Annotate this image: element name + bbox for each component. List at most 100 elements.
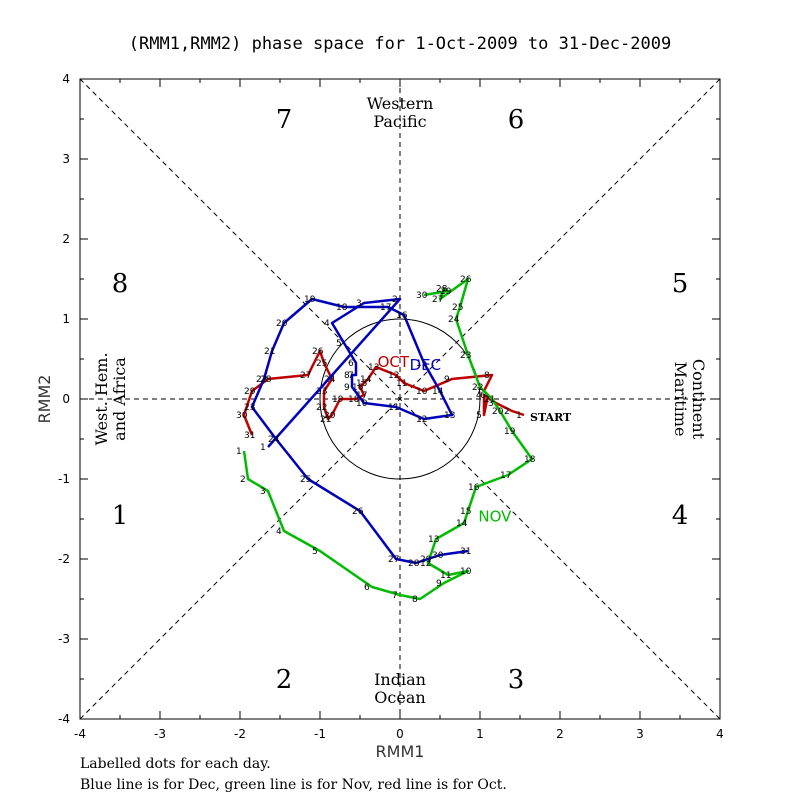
day-label: 12 [388, 371, 399, 381]
y-tick-label: 3 [62, 152, 70, 166]
day-label: 23 [316, 387, 327, 397]
day-label: 23 [244, 403, 255, 413]
x-tick-label: -1 [314, 727, 326, 741]
day-label: 21 [320, 415, 331, 425]
y-tick-label: 0 [62, 392, 70, 406]
day-label: 20 [324, 411, 336, 421]
y-tick-labels: -4 -3 -2 -1 0 1 2 3 4 [58, 72, 70, 726]
footer-line-2: Blue line is for Dec, green line is for … [80, 777, 507, 793]
day-label: 28 [408, 559, 420, 569]
day-label: 10 [416, 387, 428, 397]
region-left-line2: and Africa [110, 357, 129, 441]
day-label: 31 [460, 547, 471, 557]
day-label: 1 [260, 443, 266, 453]
day-label: 10 [460, 567, 472, 577]
day-label: 19 [332, 395, 344, 405]
day-label: 14 [360, 375, 372, 385]
day-label: 28 [260, 375, 272, 385]
day-label: 13 [444, 411, 455, 421]
series-line-dec [250, 297, 469, 565]
day-label: 17 [380, 303, 391, 313]
day-label: 18 [524, 455, 536, 465]
day-label: 18 [336, 303, 348, 313]
day-label: 27 [388, 555, 399, 565]
day-label: 25 [452, 303, 463, 313]
region-left-line1: West. Hem. [92, 352, 111, 445]
day-label: 17 [500, 471, 511, 481]
phase-number-8: 8 [112, 269, 129, 299]
day-label: 9 [344, 383, 350, 393]
day-label: 26 [352, 507, 364, 517]
day-label: 18 [348, 395, 360, 405]
diagonal-line-2 [79, 78, 721, 720]
x-tick-label: 4 [716, 727, 724, 741]
series-line-nov [242, 277, 534, 601]
day-label: 25 [316, 359, 327, 369]
day-label: 16 [396, 311, 408, 321]
axis-ticks [79, 78, 721, 720]
y-tick-label: -2 [58, 552, 70, 566]
phase-number-5: 5 [672, 269, 689, 299]
region-right-line1: Maritime [671, 362, 690, 437]
day-label: 22 [316, 403, 327, 413]
day-label: 3 [488, 399, 494, 409]
day-label: 27 [432, 295, 443, 305]
day-label: 5 [336, 339, 342, 349]
x-tick-label: 0 [396, 727, 404, 741]
series-layer: 1234567891011121314151617181920212223242… [236, 275, 536, 605]
day-label: 25 [300, 475, 311, 485]
day-label: 27 [300, 371, 311, 381]
region-top-line2: Pacific [373, 112, 426, 131]
day-label: 8 [344, 371, 350, 381]
footer-line-1: Labelled dots for each day. [80, 756, 271, 772]
day-label: 31 [244, 431, 255, 441]
day-label: 9 [436, 579, 442, 589]
unit-circle [319, 318, 481, 480]
region-labels: Western Pacific Indian Ocean West. Hem. … [92, 94, 708, 707]
day-label: 17 [356, 391, 367, 401]
day-label: 3 [260, 487, 266, 497]
phase-number-4: 4 [672, 501, 689, 531]
day-label: 4 [324, 319, 330, 329]
phase-number-1: 1 [112, 501, 129, 531]
day-label: 22 [472, 383, 483, 393]
phase-number-3: 3 [508, 665, 525, 695]
region-top-line1: Western [367, 94, 434, 113]
day-label: 16 [352, 383, 364, 393]
day-label: 15 [460, 507, 471, 517]
region-bottom-line1: Indian [374, 670, 426, 689]
day-label: 22 [256, 375, 267, 385]
day-label: 30 [236, 411, 248, 421]
day-label: 19 [504, 427, 516, 437]
phase-numbers: 7 68 51 42 3 [112, 105, 689, 695]
x-tick-labels: -4 -3 -2 -1 0 1 2 3 4 [74, 727, 724, 741]
day-label: 4 [476, 391, 482, 401]
day-label: 24 [448, 315, 460, 325]
day-label: 26 [312, 347, 324, 357]
day-label: 6 [364, 583, 370, 593]
day-label: 5 [476, 411, 482, 421]
day-label: 8 [484, 371, 490, 381]
x-tick-label: -4 [74, 727, 86, 741]
day-label: 29 [244, 387, 256, 397]
day-label: 11 [388, 403, 399, 413]
day-label: 14 [432, 387, 444, 397]
day-label: 7 [348, 371, 354, 381]
series-oct: 1234567891011121314151617181920212223242… [236, 347, 525, 441]
month-label-dec: DEC [410, 356, 442, 374]
day-label: 21 [484, 395, 495, 405]
day-label: 29 [420, 555, 432, 565]
day-label: 2 [240, 475, 246, 485]
x-tick-label: -2 [234, 727, 246, 741]
day-label: 6 [348, 359, 354, 369]
region-right-line2: Continent [689, 359, 708, 440]
day-label: 26 [460, 275, 472, 285]
day-label: 19 [304, 295, 316, 305]
month-label-nov: NOV [478, 507, 512, 525]
day-label: 12 [420, 559, 431, 569]
day-label: 23 [460, 351, 471, 361]
y-tick-label: -4 [58, 712, 70, 726]
month-label-oct: OCT [378, 353, 410, 371]
